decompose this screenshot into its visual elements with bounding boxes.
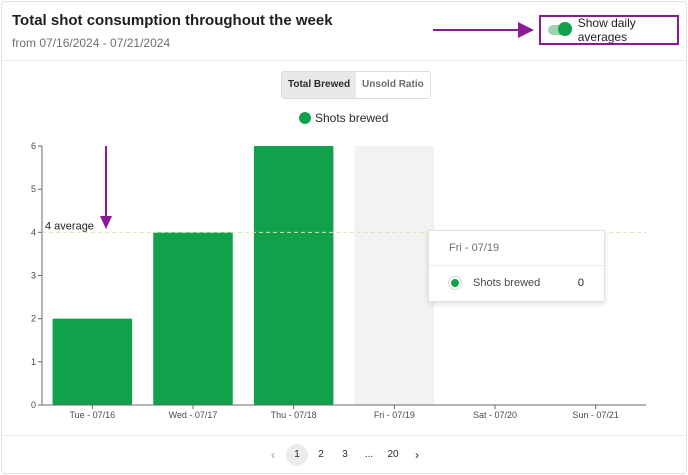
page-3[interactable]: 3: [342, 449, 348, 460]
daily-averages-toggle-group: Show daily averages: [539, 15, 679, 45]
chart-tooltip: Fri - 07/19 Shots brewed 0: [428, 230, 605, 302]
page-20[interactable]: 20: [387, 449, 399, 460]
chevron-left-icon[interactable]: ‹: [271, 448, 275, 462]
toggle-label: Show daily averages: [577, 16, 636, 44]
tab-unsold-ratio[interactable]: Unsold Ratio: [356, 72, 430, 98]
page-1[interactable]: 1: [286, 444, 308, 466]
daily-averages-toggle[interactable]: [548, 22, 572, 36]
header-divider: [2, 60, 686, 61]
legend-swatch: [299, 112, 311, 124]
tooltip-row: Shots brewed 0: [429, 265, 604, 301]
toggle-knob: [557, 22, 572, 36]
tab-total-brewed[interactable]: Total Brewed: [282, 72, 357, 98]
chart-tabs: Total Brewed Unsold Ratio: [281, 71, 431, 99]
page-2[interactable]: 2: [318, 449, 324, 460]
date-range-subtitle: from 07/16/2024 - 07/21/2024: [12, 36, 171, 50]
page-ellipsis: ...: [364, 449, 374, 460]
chevron-right-icon[interactable]: ›: [415, 448, 419, 462]
tooltip-series-dot: [449, 277, 461, 289]
chart-legend[interactable]: Shots brewed: [299, 111, 388, 125]
tooltip-series-value: 0: [577, 277, 584, 289]
legend-label: Shots brewed: [315, 111, 389, 125]
chart-title: Total shot consumption throughout the we…: [12, 12, 333, 29]
tooltip-series-label: Shots brewed: [473, 277, 541, 289]
footer-divider: [2, 435, 686, 436]
tooltip-title: Fri - 07/19: [429, 231, 604, 266]
pagination: ‹ 1 2 3 ... 20 ›: [262, 444, 430, 466]
